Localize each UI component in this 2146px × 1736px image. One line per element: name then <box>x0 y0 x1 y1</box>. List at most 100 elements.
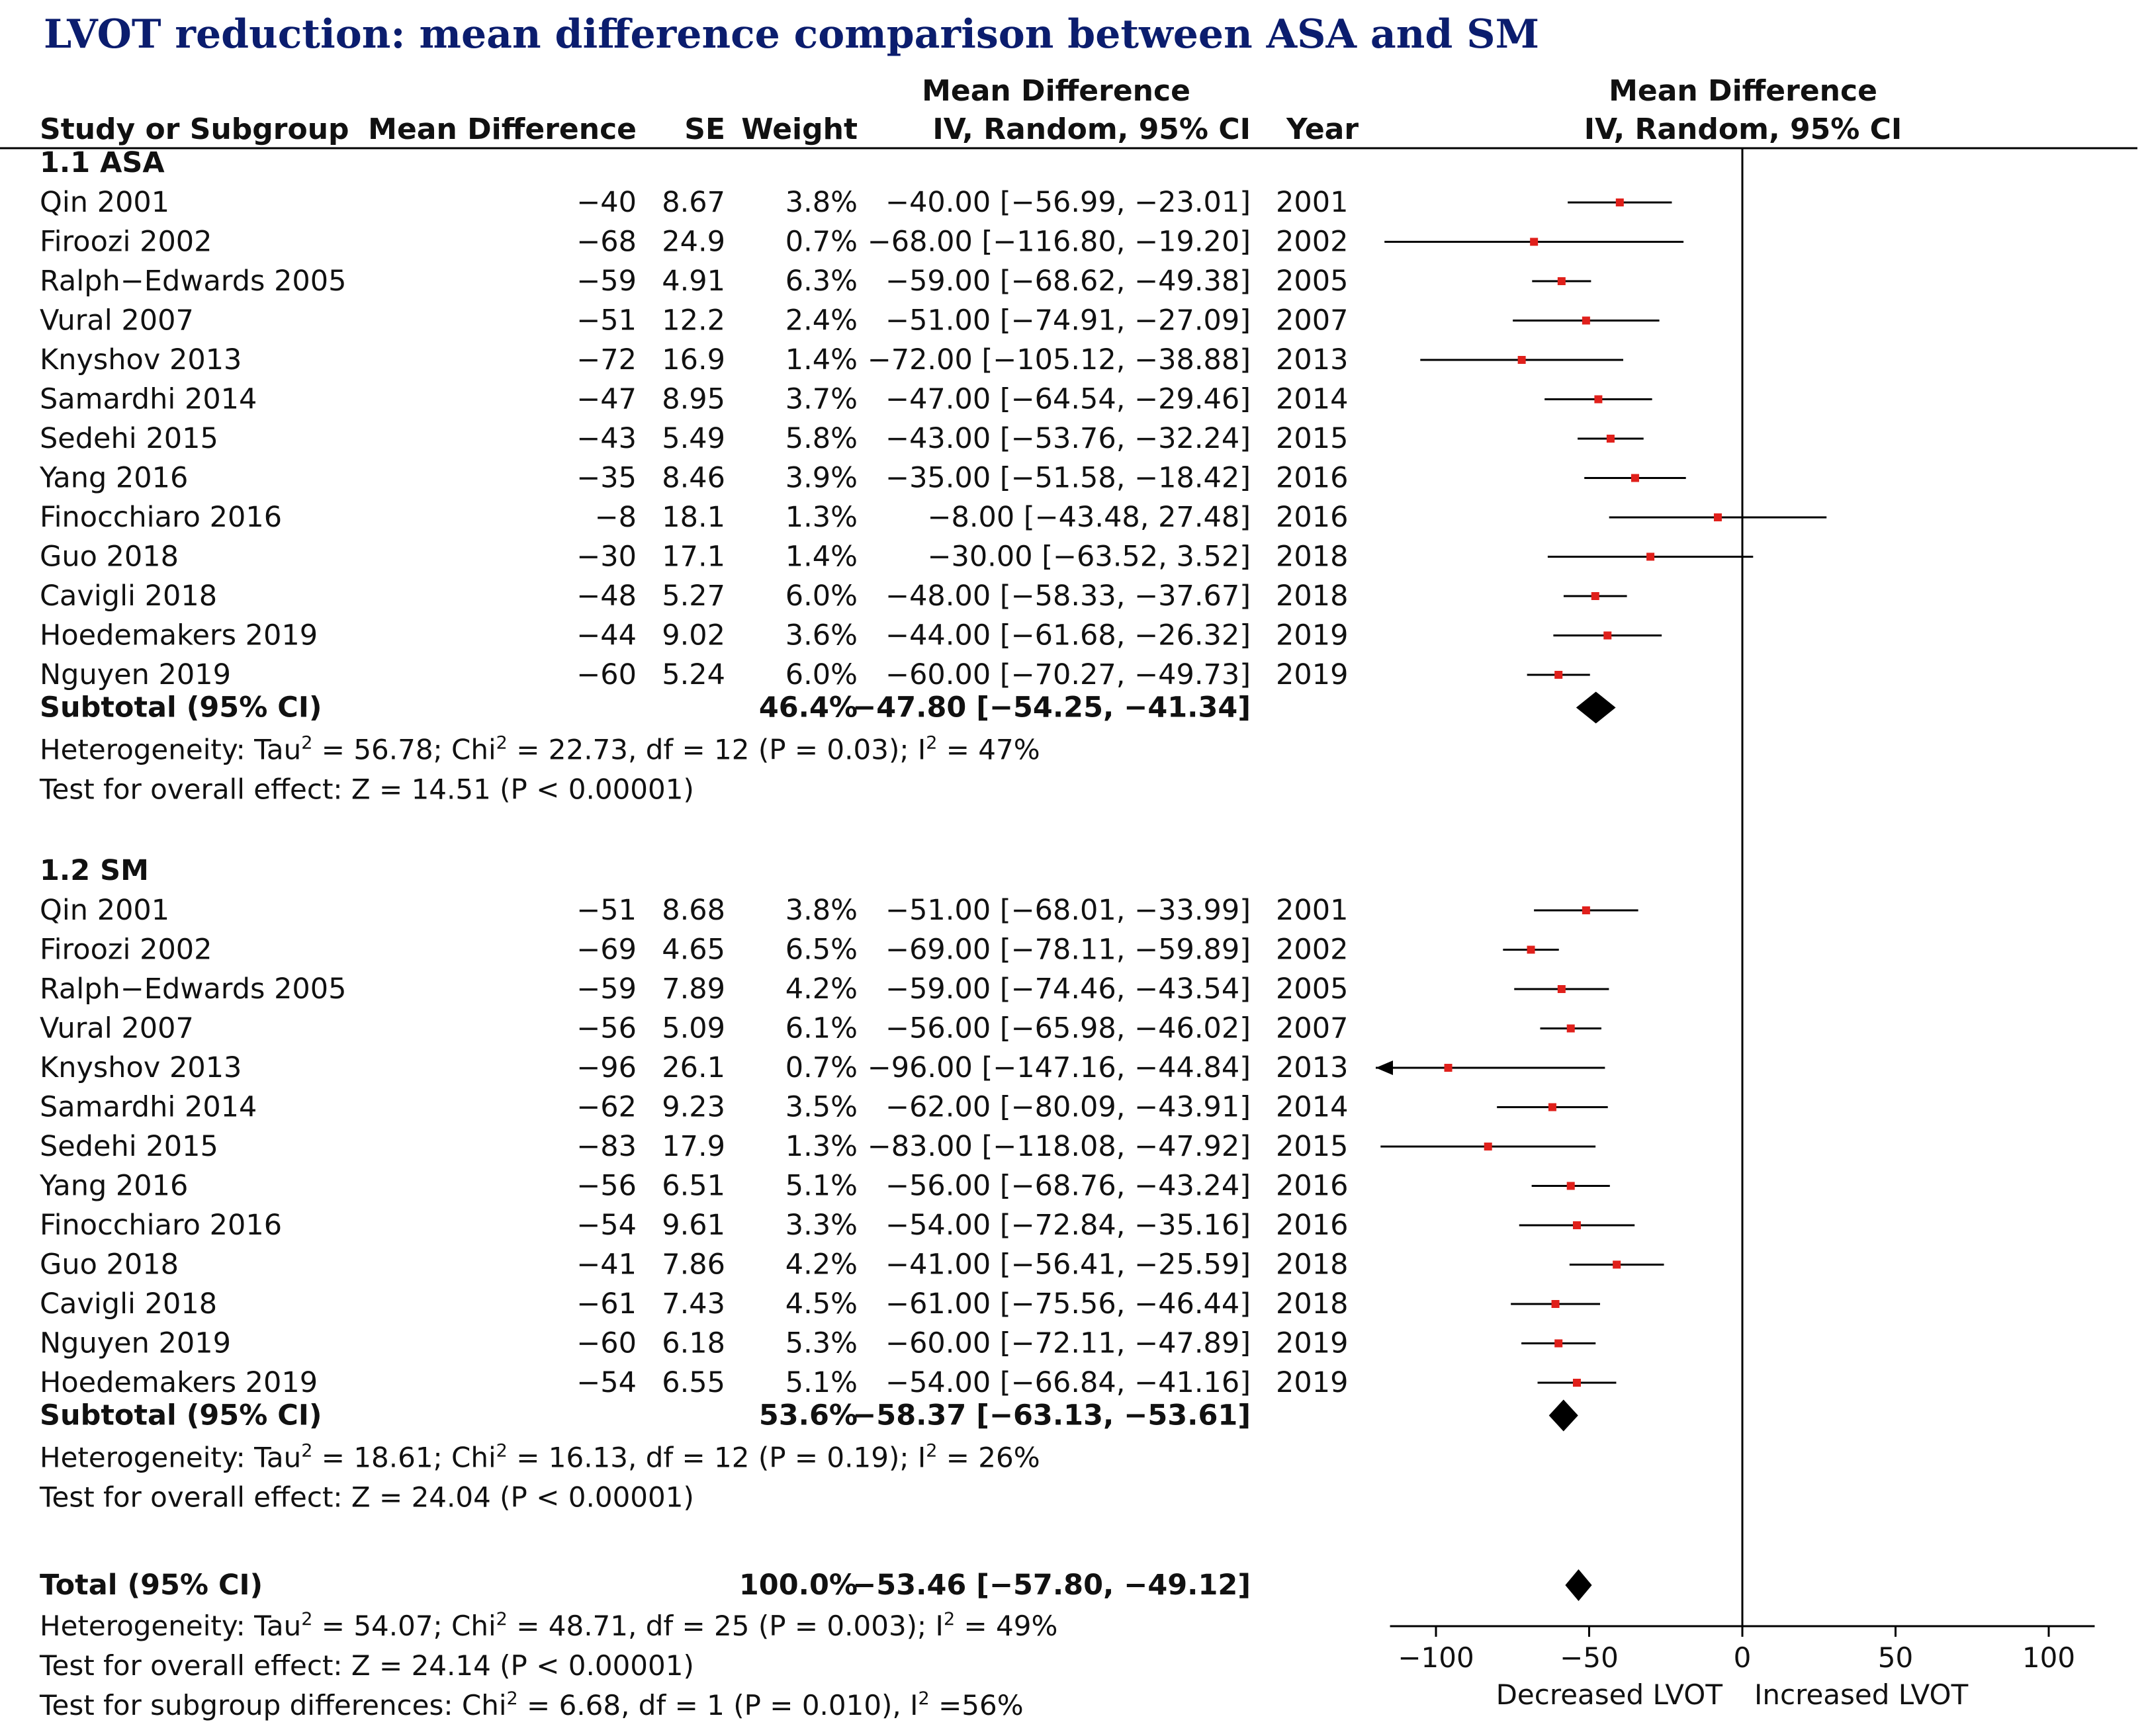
header-effect-bottom: IV, Random, 95% CI <box>932 112 1251 146</box>
study-weight: 4.5% <box>785 1287 858 1321</box>
study-name: Samardhi 2014 <box>40 1091 257 1124</box>
point-estimate <box>1631 474 1639 482</box>
study-ci: −56.00 [−65.98, −46.02] <box>885 1012 1251 1045</box>
total-label: Total (95% CI) <box>40 1569 263 1602</box>
study-name: Finocchiaro 2016 <box>40 1209 282 1242</box>
study-year: 2002 <box>1276 933 1348 967</box>
subtotal-label: Subtotal (95% CI) <box>40 691 322 724</box>
study-name: Nguyen 2019 <box>40 1327 231 1360</box>
study-weight: 3.8% <box>785 186 858 219</box>
study-year: 2016 <box>1276 1170 1348 1203</box>
heterogeneity-text: Heterogeneity: Tau2 = 18.61; Chi2 = 16.1… <box>40 1441 1040 1474</box>
study-se: 26.1 <box>662 1051 725 1084</box>
study-name: Qin 2001 <box>40 186 169 219</box>
study-se: 6.51 <box>662 1170 725 1203</box>
study-weight: 5.3% <box>785 1327 858 1360</box>
study-name: Ralph−Edwards 2005 <box>40 973 347 1006</box>
total-heterogeneity-text: Heterogeneity: Tau2 = 54.07; Chi2 = 48.7… <box>40 1609 1057 1642</box>
x-tick-label: −50 <box>1560 1641 1619 1674</box>
study-year: 2019 <box>1276 1327 1348 1360</box>
study-year: 2005 <box>1276 265 1348 298</box>
study-ci: −59.00 [−74.46, −43.54] <box>885 973 1251 1006</box>
study-se: 7.86 <box>662 1248 725 1281</box>
x-tick-label: 50 <box>1878 1641 1913 1674</box>
study-se: 8.68 <box>662 894 725 927</box>
point-estimate <box>1591 592 1599 600</box>
study-ci: −54.00 [−66.84, −41.16] <box>885 1366 1251 1399</box>
study-ci: −60.00 [−70.27, −49.73] <box>885 658 1251 691</box>
study-weight: 3.6% <box>785 619 858 652</box>
study-weight: 6.0% <box>785 658 858 691</box>
header-study: Study or Subgroup <box>40 112 349 146</box>
point-estimate <box>1554 1339 1563 1348</box>
subtotal-ci: −58.37 [−63.13, −53.61] <box>852 1399 1251 1432</box>
point-estimate <box>1530 238 1539 246</box>
point-estimate <box>1613 1260 1621 1269</box>
subtotal-weight: 46.4% <box>759 691 858 724</box>
study-md: −54 <box>576 1209 637 1242</box>
study-name: Knyshov 2013 <box>40 343 242 376</box>
study-se: 7.43 <box>662 1287 725 1321</box>
study-year: 2001 <box>1276 186 1348 219</box>
study-se: 12.2 <box>662 304 725 337</box>
study-weight: 0.7% <box>785 226 858 259</box>
header-plot-top: Mean Difference <box>1609 74 1877 108</box>
study-se: 5.49 <box>662 422 725 455</box>
chart-title: LVOT reduction: mean difference comparis… <box>44 11 1539 58</box>
study-year: 2005 <box>1276 973 1348 1006</box>
study-weight: 3.5% <box>785 1091 858 1124</box>
study-md: −56 <box>576 1012 637 1045</box>
study-md: −54 <box>576 1366 637 1399</box>
study-ci: −59.00 [−68.62, −49.38] <box>885 265 1251 298</box>
study-weight: 5.1% <box>785 1366 858 1399</box>
study-md: −96 <box>576 1051 637 1084</box>
study-ci: −30.00 [−63.52, 3.52] <box>927 541 1251 574</box>
study-year: 2019 <box>1276 1366 1348 1399</box>
study-md: −60 <box>576 658 637 691</box>
study-year: 2016 <box>1276 462 1348 495</box>
header-se: SE <box>684 112 725 146</box>
study-se: 24.9 <box>662 226 725 259</box>
study-ci: −40.00 [−56.99, −23.01] <box>885 186 1251 219</box>
study-ci: −72.00 [−105.12, −38.88] <box>868 343 1251 376</box>
header-weight: Weight <box>741 112 858 146</box>
study-year: 2002 <box>1276 226 1348 259</box>
point-estimate <box>1582 906 1590 914</box>
point-estimate <box>1551 1300 1560 1308</box>
total-weight: 100.0% <box>739 1569 858 1602</box>
study-ci: −69.00 [−78.11, −59.89] <box>885 933 1251 967</box>
header-year: Year <box>1286 112 1359 146</box>
study-year: 2015 <box>1276 1130 1348 1163</box>
study-name: Hoedemakers 2019 <box>40 619 318 652</box>
study-year: 2018 <box>1276 580 1348 613</box>
point-estimate <box>1594 395 1603 404</box>
study-year: 2016 <box>1276 1209 1348 1242</box>
point-estimate <box>1582 316 1590 325</box>
study-name: Vural 2007 <box>40 1012 194 1045</box>
study-weight: 1.3% <box>785 501 858 534</box>
point-estimate <box>1557 985 1566 993</box>
study-name: Samardhi 2014 <box>40 383 257 416</box>
overall-effect-text: Test for overall effect: Z = 14.51 (P < … <box>39 773 694 806</box>
subtotal-ci: −47.80 [−54.25, −41.34] <box>852 691 1251 724</box>
point-estimate <box>1606 435 1615 443</box>
point-estimate <box>1572 1379 1581 1387</box>
study-md: −68 <box>576 226 637 259</box>
study-name: Guo 2018 <box>40 1248 179 1281</box>
study-year: 2007 <box>1276 304 1348 337</box>
study-ci: −60.00 [−72.11, −47.89] <box>885 1327 1251 1360</box>
study-se: 17.1 <box>662 541 725 574</box>
total-overall-effect-text: Test for overall effect: Z = 24.14 (P < … <box>39 1649 694 1682</box>
study-year: 2007 <box>1276 1012 1348 1045</box>
x-label-right: Increased LVOT <box>1754 1678 1969 1711</box>
study-year: 2014 <box>1276 383 1348 416</box>
subtotal-weight: 53.6% <box>759 1399 858 1432</box>
study-name: Vural 2007 <box>40 304 194 337</box>
study-se: 9.02 <box>662 619 725 652</box>
study-name: Cavigli 2018 <box>40 580 217 613</box>
study-md: −83 <box>576 1130 637 1163</box>
study-md: −72 <box>576 343 637 376</box>
study-weight: 2.4% <box>785 304 858 337</box>
point-estimate <box>1713 513 1722 521</box>
study-weight: 5.8% <box>785 422 858 455</box>
